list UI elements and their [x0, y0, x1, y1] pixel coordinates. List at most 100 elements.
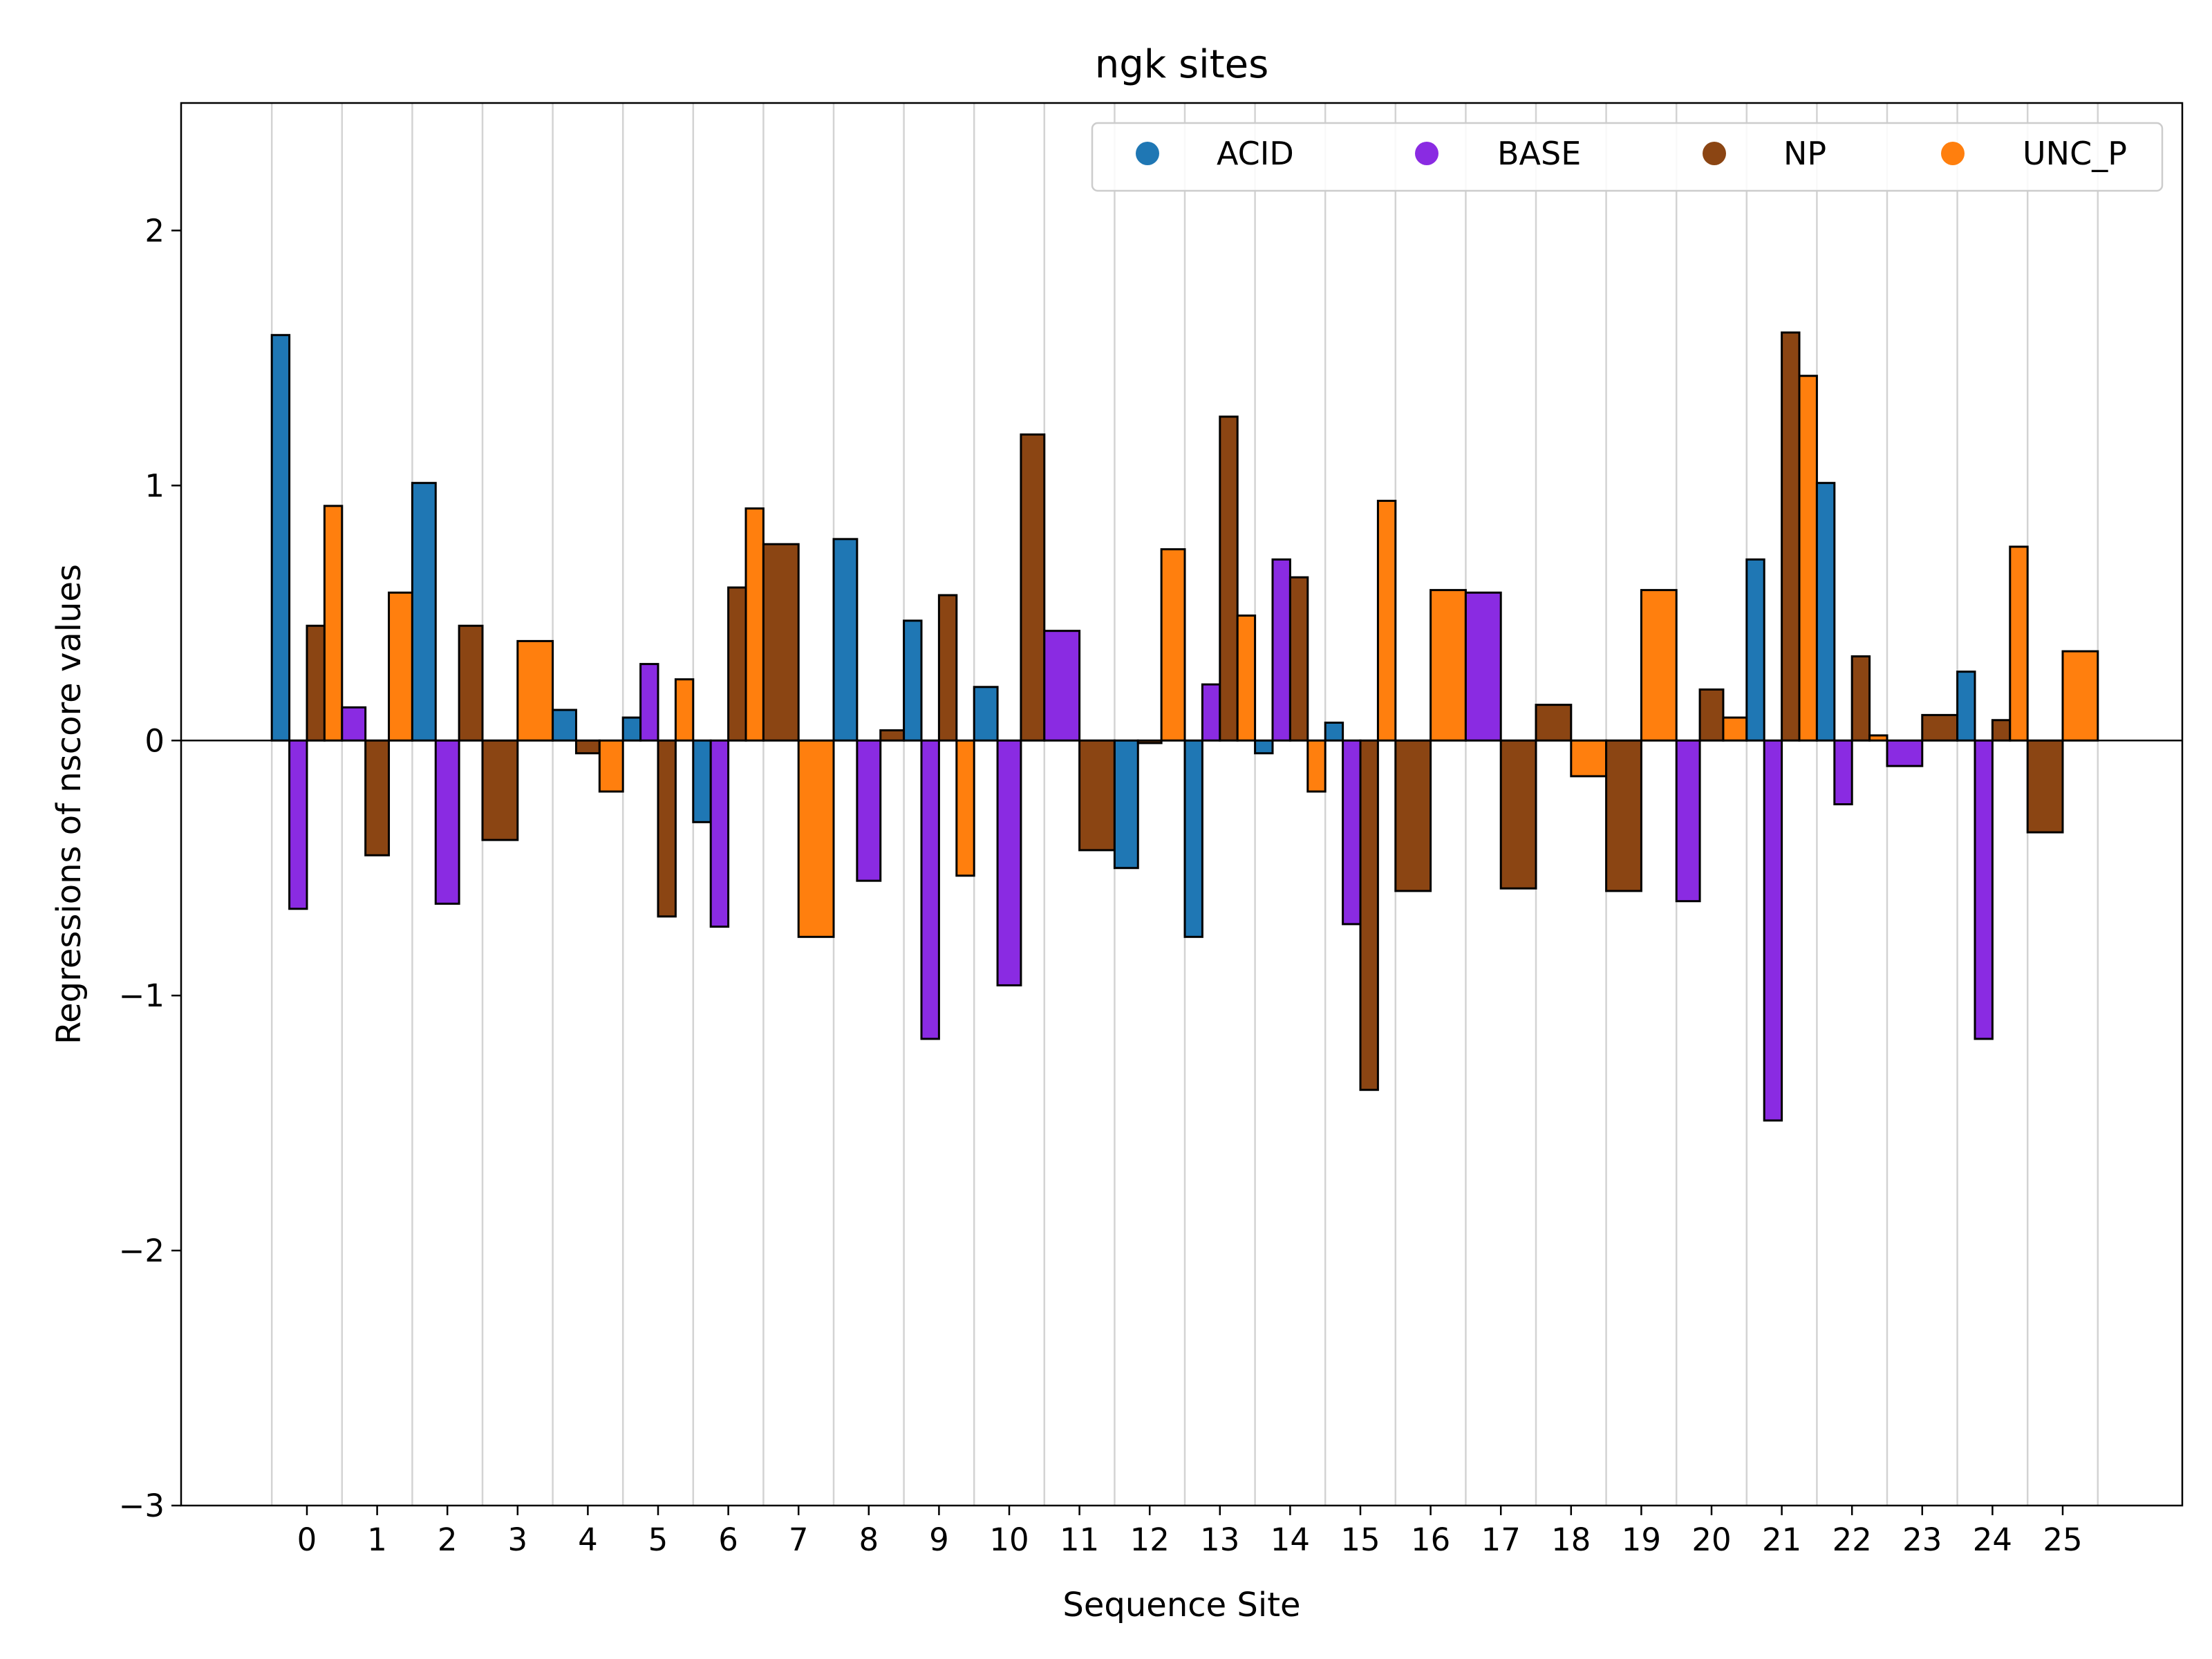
bar-site-14-unc_p	[1306, 739, 1327, 793]
bar-site-24-unc_p	[2009, 545, 2029, 742]
x-tick-label: 7	[789, 1521, 809, 1558]
bar-site-18-unc_p	[1570, 739, 1608, 778]
bar-site-25-unc_p	[2061, 650, 2099, 742]
bar-site-6-base	[709, 739, 730, 928]
bar-site-10-acid	[973, 686, 999, 742]
bar-site-2-np	[458, 624, 484, 742]
bar-site-20-unc_p	[1722, 716, 1748, 742]
x-tick-label: 10	[989, 1521, 1029, 1558]
bar-site-9-unc_p	[955, 739, 975, 877]
x-tick-label: 15	[1340, 1521, 1380, 1558]
bar-site-21-unc_p	[1798, 375, 1818, 742]
x-tick-label: 21	[1762, 1521, 1801, 1558]
x-tick-label: 14	[1271, 1521, 1310, 1558]
bar-site-21-acid	[1745, 558, 1765, 742]
y-axis-title: Regressions of nscore values	[50, 564, 88, 1044]
bars-layer	[270, 331, 2099, 1122]
legend-label-base: BASE	[1497, 135, 1581, 172]
y-tick-label: −3	[119, 1488, 165, 1524]
y-tick-label: −2	[119, 1232, 165, 1269]
bar-site-2-base	[434, 739, 460, 905]
bar-site-25-np	[2026, 739, 2064, 834]
x-tick-label: 16	[1411, 1521, 1450, 1558]
bar-site-24-base	[1974, 739, 1994, 1040]
legend-marker-np	[1703, 142, 1726, 165]
bar-site-23-base	[1886, 739, 1924, 767]
x-tick-label: 24	[1973, 1521, 2012, 1558]
legend-marker-base	[1415, 142, 1438, 165]
bar-site-21-base	[1763, 739, 1783, 1122]
bar-site-0-unc_p	[323, 505, 344, 742]
bar-site-10-base	[996, 739, 1022, 986]
y-tick-label: −1	[119, 977, 165, 1014]
bar-site-15-acid	[1324, 721, 1344, 742]
x-axis-ticks: 0 1 2 3 4 5 6 7 8 9 10 11 12 13 14 15 16 17 18 19 20 21 22 23 24…	[297, 1506, 2083, 1558]
bar-site-11-np	[1078, 739, 1116, 852]
x-tick-label: 17	[1481, 1521, 1521, 1558]
x-tick-label: 4	[578, 1521, 598, 1558]
y-tick-label: 0	[144, 722, 165, 759]
bar-site-0-base	[288, 739, 308, 910]
legend-label-unc_p: UNC_P	[2023, 135, 2127, 172]
legend-label-np: NP	[1783, 135, 1826, 172]
x-tick-label: 0	[297, 1521, 317, 1558]
chart-title: ngk sites	[1095, 42, 1269, 87]
x-tick-label: 23	[1902, 1521, 1942, 1558]
bar-site-4-unc_p	[598, 739, 624, 793]
legend: ACID BASE NP UNC_P	[1091, 122, 2164, 192]
x-axis-title: Sequence Site	[1062, 1586, 1300, 1624]
bar-site-19-unc_p	[1640, 589, 1678, 742]
bar-site-5-np	[657, 739, 677, 918]
bar-site-7-np	[762, 543, 800, 742]
bar-site-8-acid	[832, 538, 859, 742]
bar-site-15-base	[1342, 739, 1362, 926]
bar-site-20-base	[1675, 739, 1701, 903]
bar-site-6-np	[727, 586, 747, 742]
bar-site-1-base	[341, 706, 367, 742]
legend-marker-unc_p	[1941, 142, 1965, 165]
bar-site-2-acid	[411, 482, 437, 742]
bar-site-5-acid	[621, 716, 642, 742]
bar-site-24-np	[1991, 719, 2012, 742]
plot-frame	[180, 102, 2184, 1507]
bar-site-14-np	[1288, 576, 1309, 742]
x-tick-label: 3	[507, 1521, 527, 1558]
bar-site-9-base	[920, 739, 940, 1040]
bar-site-20-np	[1698, 688, 1725, 742]
x-tick-label: 11	[1060, 1521, 1099, 1558]
bar-site-22-base	[1833, 739, 1853, 805]
x-tick-label: 13	[1200, 1521, 1239, 1558]
bar-site-17-base	[1464, 591, 1502, 742]
bar-site-24-acid	[1956, 671, 1976, 742]
bar-site-22-acid	[1815, 482, 1836, 742]
bar-site-15-unc_p	[1376, 499, 1397, 742]
bar-site-5-base	[639, 663, 659, 742]
bar-site-3-np	[481, 739, 519, 841]
bar-site-8-base	[856, 739, 882, 882]
bar-site-6-acid	[692, 739, 712, 823]
x-tick-label: 8	[859, 1521, 879, 1558]
y-tick-label: 2	[144, 212, 165, 249]
bar-site-15-np	[1359, 739, 1379, 1091]
bar-site-4-acid	[552, 709, 577, 742]
legend-marker-acid	[1136, 142, 1159, 165]
bar-site-19-np	[1605, 739, 1642, 892]
bar-site-7-unc_p	[797, 739, 835, 938]
bar-site-21-np	[1781, 331, 1801, 742]
bar-site-14-acid	[1254, 739, 1274, 755]
legend-label-acid: ACID	[1217, 135, 1294, 172]
bar-site-23-np	[1921, 713, 1959, 742]
x-tick-label: 18	[1551, 1521, 1591, 1558]
bar-site-14-base	[1271, 558, 1291, 742]
bar-site-22-np	[1850, 655, 1871, 742]
bar-site-16-np	[1394, 739, 1432, 892]
bar-site-10-np	[1020, 433, 1046, 742]
bar-site-13-base	[1201, 683, 1221, 742]
x-tick-label: 20	[1691, 1521, 1731, 1558]
x-tick-label: 2	[438, 1521, 458, 1558]
bar-site-0-np	[306, 624, 326, 742]
bar-site-17-np	[1499, 739, 1537, 890]
x-tick-label: 25	[2043, 1521, 2082, 1558]
